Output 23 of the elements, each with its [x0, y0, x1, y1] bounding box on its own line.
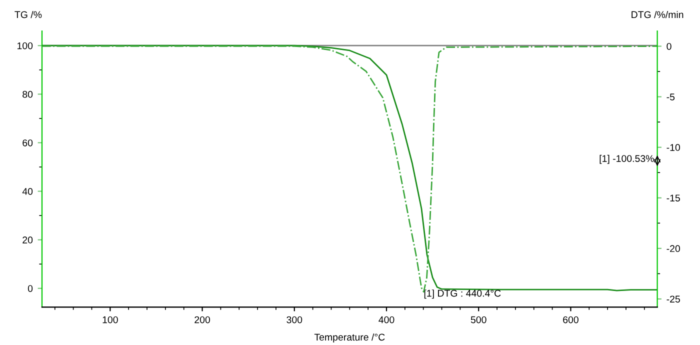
- y2-tick-label: -10: [666, 144, 680, 151]
- y2-tick-label: -25: [666, 296, 680, 303]
- y2-tick-label: 0: [666, 42, 672, 50]
- y-tick-label: 0: [28, 285, 33, 292]
- y-axis-title: TG /%: [14, 10, 42, 18]
- x-tick-label: 500: [470, 316, 486, 324]
- y2-tick-label: -20: [666, 245, 680, 252]
- x-tick-label: 600: [563, 316, 578, 324]
- x-tick-label: 200: [194, 316, 210, 324]
- x-tick-label: 100: [102, 316, 118, 324]
- y-tick-label: 100: [17, 42, 33, 50]
- y-tick-label: 20: [22, 236, 33, 244]
- y2-tick-label: -15: [666, 194, 680, 202]
- annotation: [1] -100.53%: [600, 154, 654, 164]
- y-tick-label: 80: [22, 90, 33, 98]
- x-tick-label: 400: [378, 316, 394, 324]
- y2-tick-label: -5: [666, 94, 675, 100]
- annotation: [1] DTG : 440.4°C: [424, 290, 501, 299]
- x-tick-label: 300: [286, 316, 302, 324]
- y-tick-label: 60: [22, 139, 33, 146]
- x-axis-title: Temperature /°C: [314, 333, 385, 343]
- y2-axis-title: DTG /%/min: [632, 10, 684, 18]
- y-tick-label: 40: [22, 188, 33, 195]
